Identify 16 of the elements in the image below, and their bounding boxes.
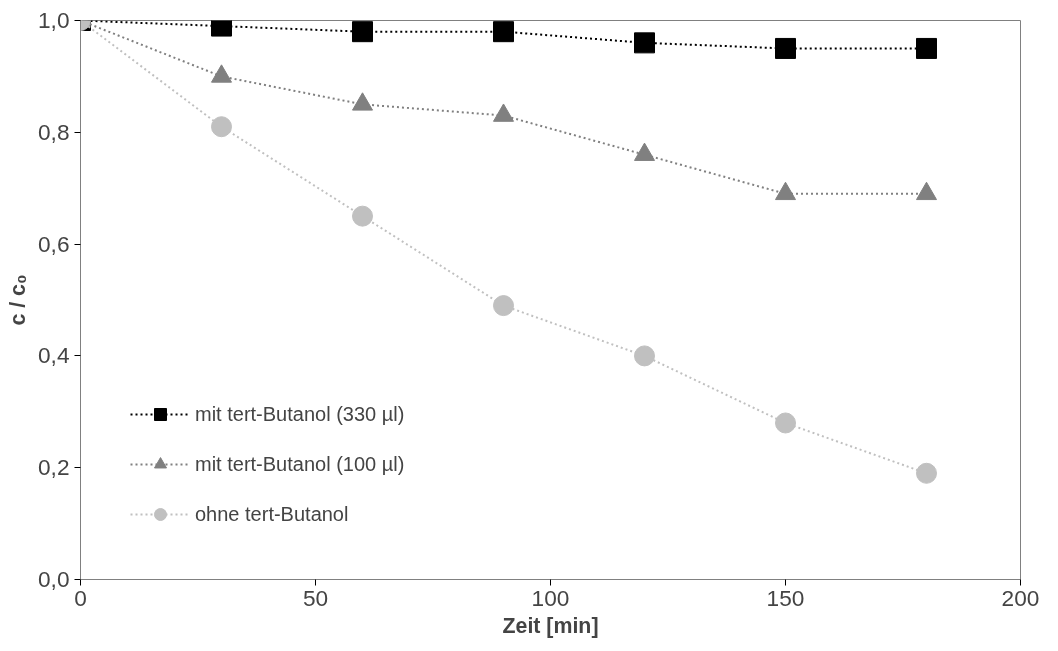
- legend-label: mit tert-Butanol (100 µl): [195, 451, 405, 477]
- x-tick-label: 150: [766, 584, 805, 611]
- y-axis-title: c / c₀: [6, 274, 30, 326]
- y-tick-label: 1,0: [38, 7, 70, 33]
- x-tick-label: 0: [74, 584, 87, 611]
- y-tick-label: 0,6: [38, 230, 70, 257]
- legend-label: ohne tert-Butanol: [195, 501, 349, 527]
- x-tick-label: 50: [302, 584, 329, 611]
- y-tick-label: 0,2: [38, 454, 70, 481]
- x-tick-label: 200: [1001, 584, 1040, 611]
- y-tick-label: 0,4: [38, 342, 70, 369]
- x-tick-label: 100: [531, 584, 570, 611]
- legend-label: mit tert-Butanol (330 µl): [195, 401, 405, 427]
- y-tick-label: 0,0: [38, 566, 70, 592]
- x-axis-title: Zeit [min]: [502, 613, 599, 638]
- y-tick-label: 0,8: [38, 118, 70, 145]
